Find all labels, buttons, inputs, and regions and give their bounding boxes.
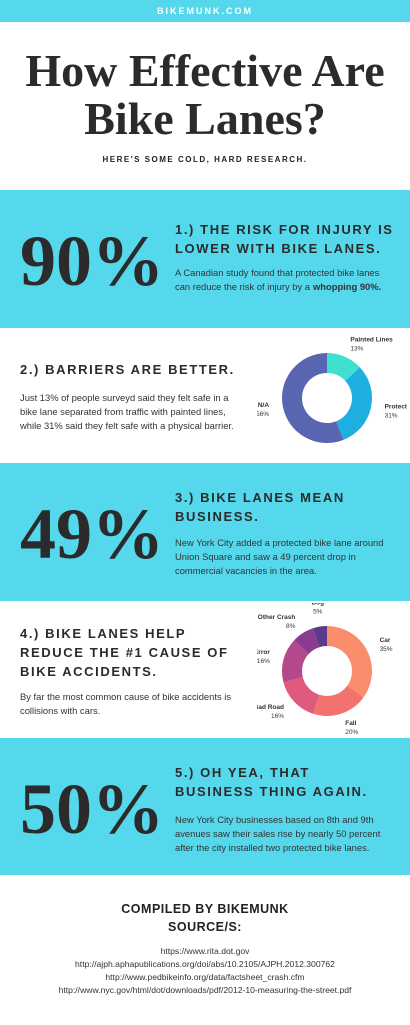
slice-name: Fall — [345, 720, 356, 727]
slice-name: Painted Lines — [350, 337, 393, 344]
body-line: bike lane separated from traffic with pa… — [20, 405, 226, 419]
body-text: avenues saw their sales rise by nearly 5… — [175, 828, 381, 839]
body-text: New York City businesses based on 8th an… — [175, 814, 374, 825]
body-line: Union Square and saw a 49 percent drop i… — [175, 550, 356, 564]
slice-name: Car — [380, 637, 391, 644]
footer-subtitle: SOURCE/S: — [168, 920, 242, 934]
body-text: after the city installed two protected b… — [175, 842, 370, 853]
slice-name: Other Crash — [258, 614, 296, 621]
slice-name: N/A — [258, 402, 270, 409]
slice-value: 8% — [286, 623, 296, 630]
body-line: can reduce the risk of injury by a whoppi… — [175, 280, 381, 294]
body-line: while 31% said they felt safe with a phy… — [20, 419, 234, 433]
body-text: collisions with cars. — [20, 705, 101, 716]
body-line: A Canadian study found that protected bi… — [175, 266, 379, 280]
donut-slice — [282, 353, 344, 443]
body-text: Union Square and saw a 49 percent drop i… — [175, 551, 356, 562]
heading: 1.) THE RISK FOR INJURY IS — [175, 222, 394, 237]
section-band — [0, 738, 410, 875]
heading: BUSINESS THING AGAIN. — [175, 784, 368, 799]
donut-chart: Car 35% Fall 20% Bad Road 16% Rider Error 16% Ot… — [257, 603, 393, 736]
site-bar: BIKEMUNK.COM — [0, 0, 410, 22]
body-line: New York City added a protected bike lan… — [175, 536, 383, 550]
body-line: New York City businesses based on 8th an… — [175, 813, 374, 827]
slice-name: Rider Error — [257, 649, 270, 656]
donut-slice — [294, 628, 320, 654]
heading: LOWER WITH BIKE LANES. — [175, 241, 382, 256]
source-link: https://www.rita.dot.gov — [160, 946, 250, 956]
heading: REDUCE THE #1 CAUSE OF — [20, 645, 229, 660]
stat: 50% — [20, 768, 164, 849]
slice-name: Dog — [311, 603, 324, 606]
slice-name: Bad Road — [257, 704, 284, 711]
heading: 5.) OH YEA, THAT — [175, 765, 310, 780]
source-link: http://www.nyc.gov/html/dot/downloads/pd… — [58, 985, 352, 995]
section-band — [0, 463, 410, 601]
body-line: Just 13% of people surveyd said they fel… — [20, 391, 228, 405]
body-line: By far the most common cause of bike acc… — [20, 690, 231, 704]
body-bold: whopping 90%. — [312, 281, 382, 292]
body-text: A Canadian study found that protected bi… — [175, 267, 380, 278]
title-line: Bike Lanes? — [84, 93, 326, 144]
body-text: Just 13% of people surveyd said they fel… — [20, 392, 229, 403]
slice-value: 16% — [257, 658, 270, 665]
slice-value: 56% — [257, 411, 269, 418]
body-line: after the city installed two protected b… — [175, 841, 369, 855]
stat: 90% — [20, 221, 164, 301]
source-link: http://www.pedbikeinfo.org/data/factshee… — [105, 972, 305, 982]
body-line: collisions with cars. — [20, 704, 100, 718]
body-text: bike lane separated from traffic with pa… — [20, 406, 226, 417]
body-text: By far the most common cause of bike acc… — [20, 691, 232, 702]
site-name: BIKEMUNK.COM — [157, 6, 253, 16]
heading: BIKE ACCIDENTS. — [20, 664, 158, 679]
heading: 3.) BIKE LANES MEAN — [175, 490, 345, 505]
heading: 4.) BIKE LANES HELP — [20, 626, 187, 641]
body-text: while 31% said they felt safe with a phy… — [20, 420, 234, 431]
donut-slice — [336, 367, 372, 440]
title-line: How Effective Are — [25, 45, 385, 96]
donut-slice — [313, 626, 327, 648]
slice-name: Protected — [385, 404, 407, 411]
section-band — [0, 190, 410, 328]
donut-slice — [327, 626, 372, 698]
slice-value: 20% — [345, 729, 358, 736]
stat: 49% — [20, 494, 164, 574]
subtitle: HERE'S SOME COLD, HARD RESEARCH. — [102, 155, 308, 164]
heading: 2.) BARRIERS ARE BETTER. — [20, 362, 235, 377]
body-text: New York City added a protected bike lan… — [175, 537, 384, 548]
source-link: http://ajph.aphapublications.org/doi/abs… — [75, 959, 335, 969]
slice-value: 31% — [385, 413, 398, 420]
body-text: can reduce the risk of injury by a — [175, 281, 310, 292]
slice-value: 5% — [313, 608, 323, 615]
body-line: avenues saw their sales rise by nearly 5… — [175, 827, 380, 841]
slice-value: 16% — [271, 713, 284, 720]
footer-title: COMPILED BY BIKEMUNK — [121, 902, 289, 916]
slice-value: 35% — [380, 646, 393, 653]
donut-chart: Painted Lines 13% Protected 31% N/A 56% — [257, 337, 407, 443]
donut-slice — [313, 685, 364, 716]
donut-slice — [283, 677, 320, 714]
slice-value: 13% — [350, 346, 363, 353]
donut-slice — [282, 640, 309, 683]
heading: BUSINESS. — [175, 509, 260, 524]
body-line: commercial vacancies in the area. — [175, 564, 317, 578]
donut-slice — [327, 353, 360, 381]
body-text: commercial vacancies in the area. — [175, 565, 317, 576]
